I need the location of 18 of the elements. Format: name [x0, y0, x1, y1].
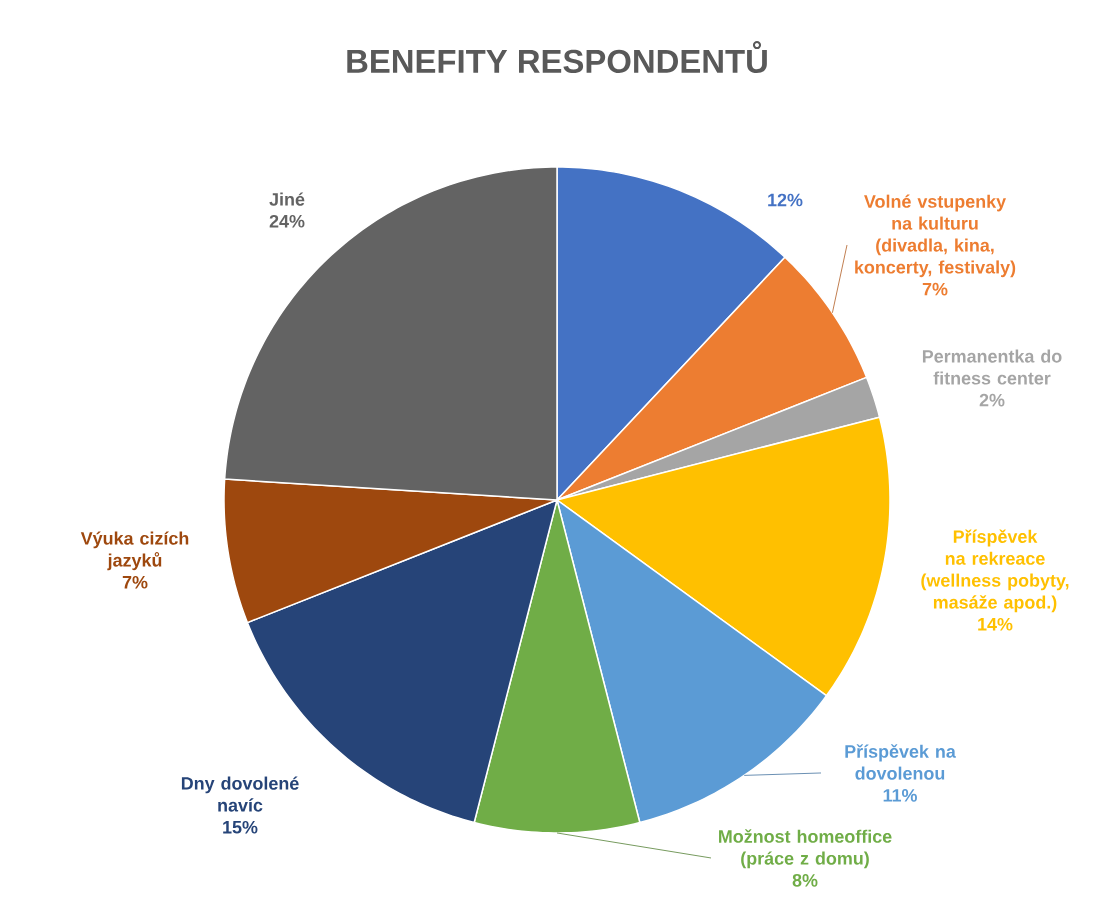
data-label: 7% [922, 282, 948, 296]
slice-label: Výuka cizích jazyků [80, 531, 189, 571]
data-label: 15% [223, 820, 258, 834]
data-label: 12% [768, 193, 803, 207]
data-label: 2% [979, 393, 1005, 407]
data-label: 7% [122, 575, 148, 589]
data-label: 8% [792, 873, 818, 887]
chart-title: BENEFITY RESPONDENTŮ [347, 40, 767, 74]
slice-label: Volné vstupenky na kulturu (divadla, kina, koncerty, festivaly) [855, 194, 1016, 278]
slice-label: Permanentka do fitness center [922, 349, 1062, 385]
slice-label: Dny dovolené navíc [181, 776, 299, 812]
data-label: 11% [883, 789, 917, 802]
slice-label: Možnost homeoffice (práce z domu) [719, 829, 892, 869]
data-label: 24% [269, 214, 305, 228]
slice-label: Příspěvek na dovolenou [845, 744, 956, 780]
data-label: 14% [978, 617, 1013, 631]
slice-label: Jiné [269, 192, 305, 206]
slice-label: Příspěvek na rekreace (wellness pobyty, masáže apod.) [921, 529, 1069, 613]
